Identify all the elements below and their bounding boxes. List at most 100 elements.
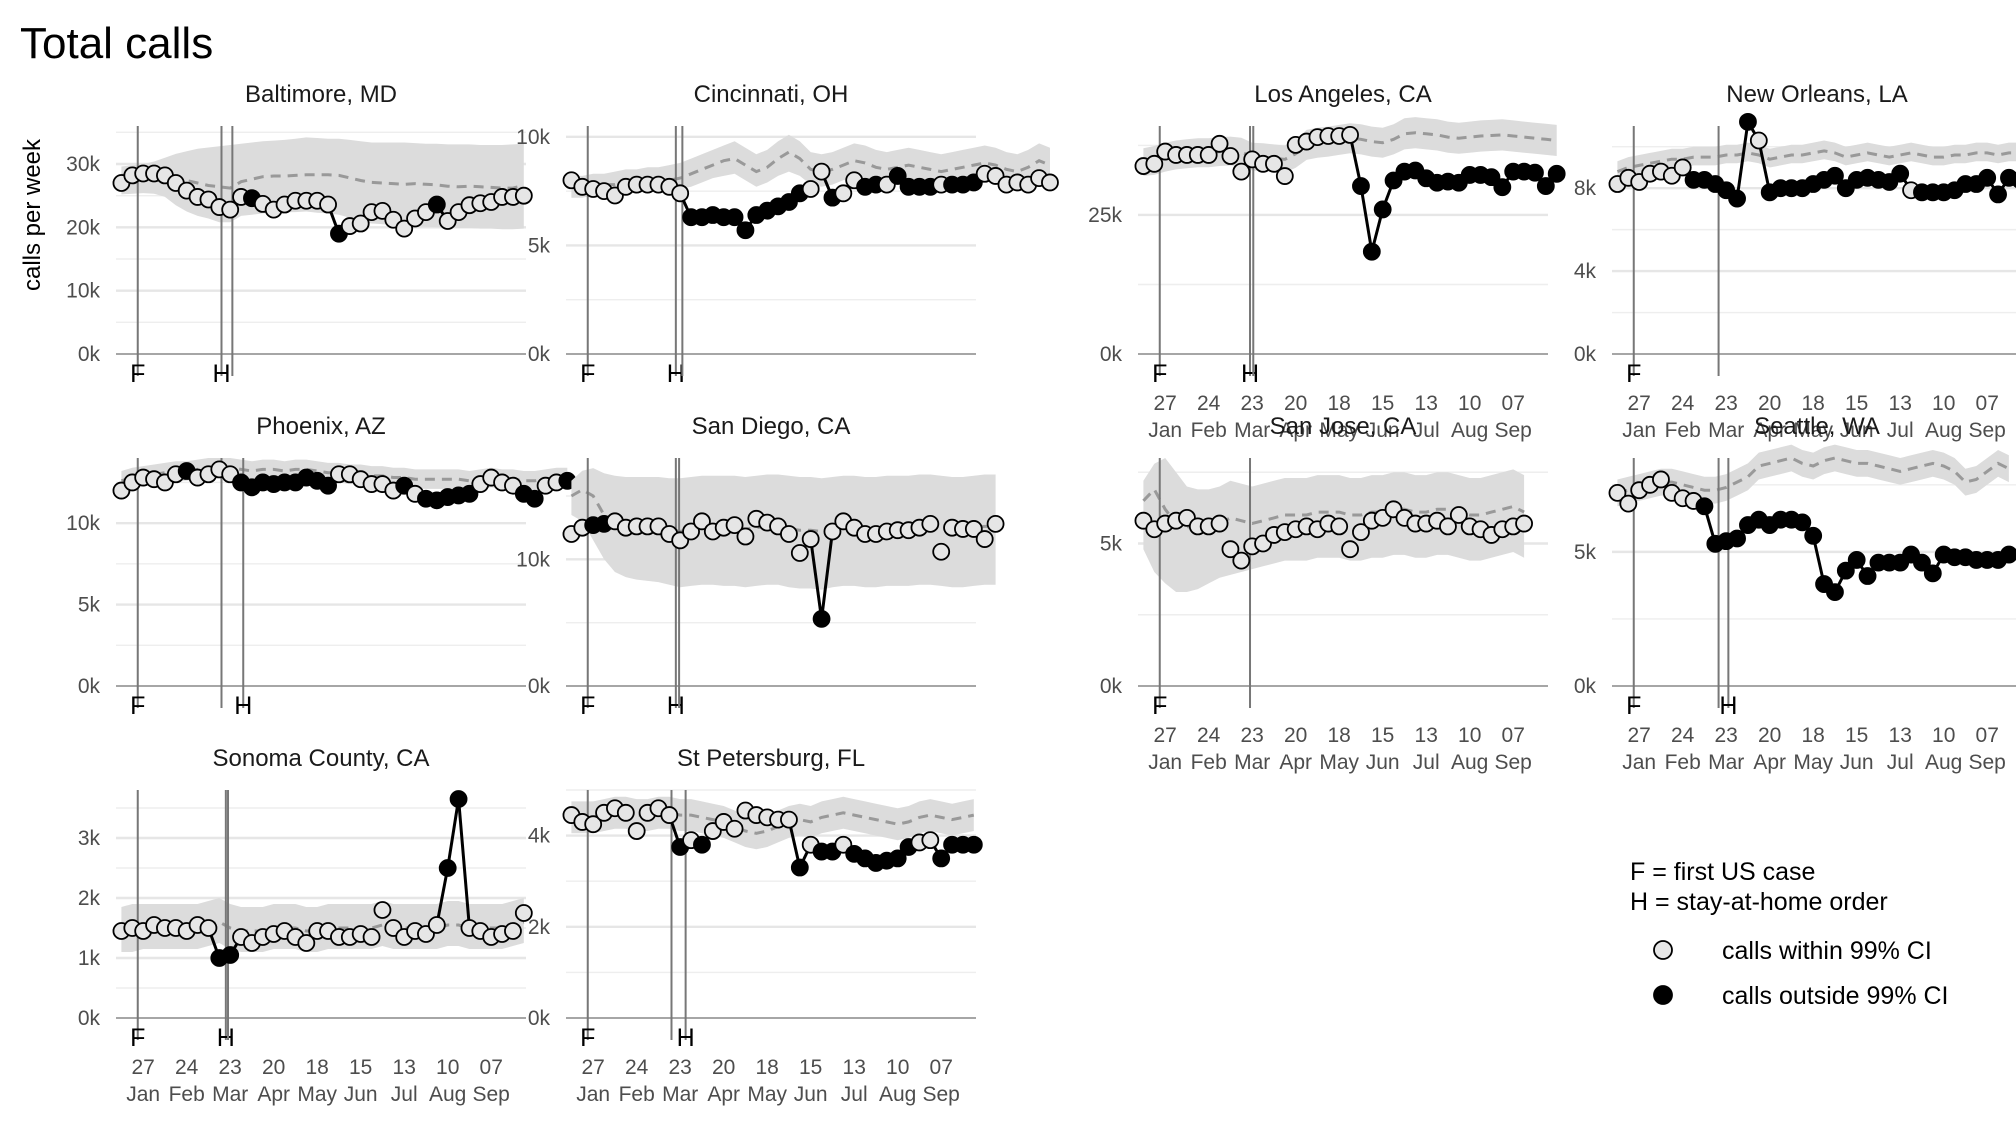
panel-st-petersburg-fl: St Petersburg, FL 0k 2k 4k F H 27 Jan 24 Feb 23 Mar… bbox=[528, 745, 983, 1106]
x-tick-day: 24 bbox=[1671, 724, 1695, 747]
panel-title: Phoenix, AZ bbox=[256, 413, 385, 440]
x-tick-day: 13 bbox=[393, 1056, 416, 1079]
point-within-ci bbox=[1652, 470, 1670, 489]
point-outside-ci bbox=[438, 859, 457, 877]
x-tick-month: May bbox=[1793, 751, 1833, 774]
legend: F = first US case H = stay-at-home order… bbox=[1630, 858, 1949, 1010]
point-within-ci bbox=[725, 819, 744, 838]
point-outside-ci bbox=[1547, 164, 1566, 183]
point-outside-ci bbox=[1804, 526, 1823, 545]
x-tick-day: 10 bbox=[436, 1056, 459, 1079]
x-tick-day: 18 bbox=[1328, 392, 1351, 415]
event-label-f: F bbox=[1626, 692, 1641, 720]
x-tick-day: 27 bbox=[1628, 724, 1651, 747]
x-tick-day: 27 bbox=[1154, 392, 1177, 415]
x-tick-day: 20 bbox=[262, 1056, 285, 1079]
x-tick-month: Aug bbox=[879, 1083, 916, 1106]
x-tick-month: Feb bbox=[1191, 751, 1227, 774]
point-outside-ci bbox=[1728, 189, 1746, 208]
x-tick-month: Mar bbox=[1234, 751, 1270, 774]
y-tick-label: 8k bbox=[1574, 177, 1597, 200]
x-tick-month: Sep bbox=[1969, 419, 2006, 442]
point-outside-ci bbox=[1728, 529, 1746, 548]
event-label-f: F bbox=[130, 692, 145, 720]
x-tick-month: Aug bbox=[1925, 419, 1962, 442]
x-tick-month: Aug bbox=[429, 1083, 466, 1106]
point-outside-ci bbox=[1891, 164, 1910, 183]
event-label-h: H bbox=[234, 692, 252, 720]
point-within-ci bbox=[514, 186, 533, 205]
event-label-f: F bbox=[580, 360, 595, 388]
x-tick-day: 15 bbox=[1845, 392, 1868, 415]
point-within-ci bbox=[1439, 517, 1457, 536]
event-label-h: H bbox=[1241, 360, 1259, 388]
point-outside-ci bbox=[1536, 177, 1555, 195]
point-within-ci bbox=[780, 525, 798, 543]
x-tick-day: 20 bbox=[712, 1056, 735, 1079]
legend-note-stay-at-home: H = stay-at-home order bbox=[1630, 888, 1888, 916]
x-tick-day: 07 bbox=[1976, 724, 1999, 747]
panel-title: San Jose, CA bbox=[1270, 413, 1417, 440]
x-tick-month: Jul bbox=[1887, 751, 1914, 774]
point-within-ci bbox=[351, 214, 370, 233]
panel-title: Seattle, WA bbox=[1754, 413, 1880, 440]
x-tick-month: Feb bbox=[1191, 419, 1227, 442]
x-tick-month: May bbox=[1319, 751, 1359, 774]
y-tick-label: 10k bbox=[66, 280, 100, 303]
event-label-h: H bbox=[1719, 692, 1737, 720]
point-within-ci bbox=[1210, 134, 1229, 153]
point-outside-ci bbox=[1847, 551, 1866, 569]
point-within-ci bbox=[660, 806, 679, 824]
event-label-h: H bbox=[677, 1024, 695, 1052]
point-within-ci bbox=[362, 928, 381, 946]
observed-segment bbox=[1359, 185, 1374, 252]
event-label-f: F bbox=[580, 692, 595, 720]
point-within-ci bbox=[1449, 506, 1468, 524]
x-tick-day: 24 bbox=[625, 1056, 649, 1079]
y-tick-label: 4k bbox=[1574, 260, 1597, 283]
point-within-ci bbox=[1619, 494, 1638, 513]
point-outside-ci bbox=[1836, 561, 1855, 580]
panel-cincinnati-oh: Cincinnati, OH 0k 5k 10k F H bbox=[516, 81, 1059, 388]
ci-band bbox=[1617, 444, 2009, 507]
x-tick-day: 18 bbox=[756, 1056, 779, 1079]
x-tick-month: Jan bbox=[1622, 751, 1656, 774]
x-tick-month: Apr bbox=[1279, 419, 1312, 442]
y-tick-label: 5k bbox=[78, 594, 101, 617]
point-outside-ci bbox=[525, 489, 544, 508]
point-outside-ci bbox=[2000, 545, 2016, 564]
point-outside-ci bbox=[2010, 171, 2016, 188]
y-tick-label: 0k bbox=[1100, 343, 1123, 366]
x-tick-month: Apr bbox=[257, 1083, 290, 1106]
point-within-ci bbox=[1330, 517, 1349, 536]
point-within-ci bbox=[975, 530, 994, 548]
legend-within-label: calls within 99% CI bbox=[1722, 937, 1932, 965]
x-tick-day: 20 bbox=[1758, 392, 1781, 415]
point-outside-ci bbox=[1695, 497, 1714, 516]
y-tick-label: 10k bbox=[516, 126, 550, 149]
point-outside-ci bbox=[1526, 163, 1544, 182]
panel-seattle-wa: Seattle, WA 0k 5k F H 27 Jan 24 Feb 23 Mar 20 Apr 18 M… bbox=[1574, 413, 2016, 774]
point-within-ci bbox=[921, 514, 940, 533]
point-outside-ci bbox=[812, 609, 831, 628]
y-tick-label: 0k bbox=[78, 1007, 101, 1030]
x-tick-day: 15 bbox=[1845, 724, 1868, 747]
panel-new-orleans-la: New Orleans, LA 0k 4k 8k F 27 Jan 24 Feb 23 Mar 20 A… bbox=[1574, 81, 2016, 442]
point-within-ci bbox=[504, 922, 522, 940]
x-tick-month: Jun bbox=[344, 1083, 378, 1106]
x-tick-month: Jul bbox=[391, 1083, 418, 1106]
point-within-ci bbox=[1199, 146, 1218, 164]
x-tick-month: Mar bbox=[662, 1083, 698, 1106]
y-tick-label: 10k bbox=[516, 548, 550, 571]
y-tick-label: 0k bbox=[528, 1007, 551, 1030]
panel-baltimore-md: Baltimore, MD 0k 10k 20k 30k F H bbox=[66, 81, 533, 388]
point-within-ci bbox=[921, 831, 940, 850]
point-within-ci bbox=[1275, 167, 1294, 185]
y-axis-label: calls per week bbox=[19, 138, 46, 291]
x-tick-month: Jun bbox=[1366, 751, 1400, 774]
legend-note-first-case: F = first US case bbox=[1630, 858, 1815, 886]
x-tick-day: 27 bbox=[1154, 724, 1177, 747]
event-label-h: H bbox=[667, 692, 685, 720]
point-within-ci bbox=[964, 520, 983, 538]
point-outside-ci bbox=[736, 221, 755, 240]
